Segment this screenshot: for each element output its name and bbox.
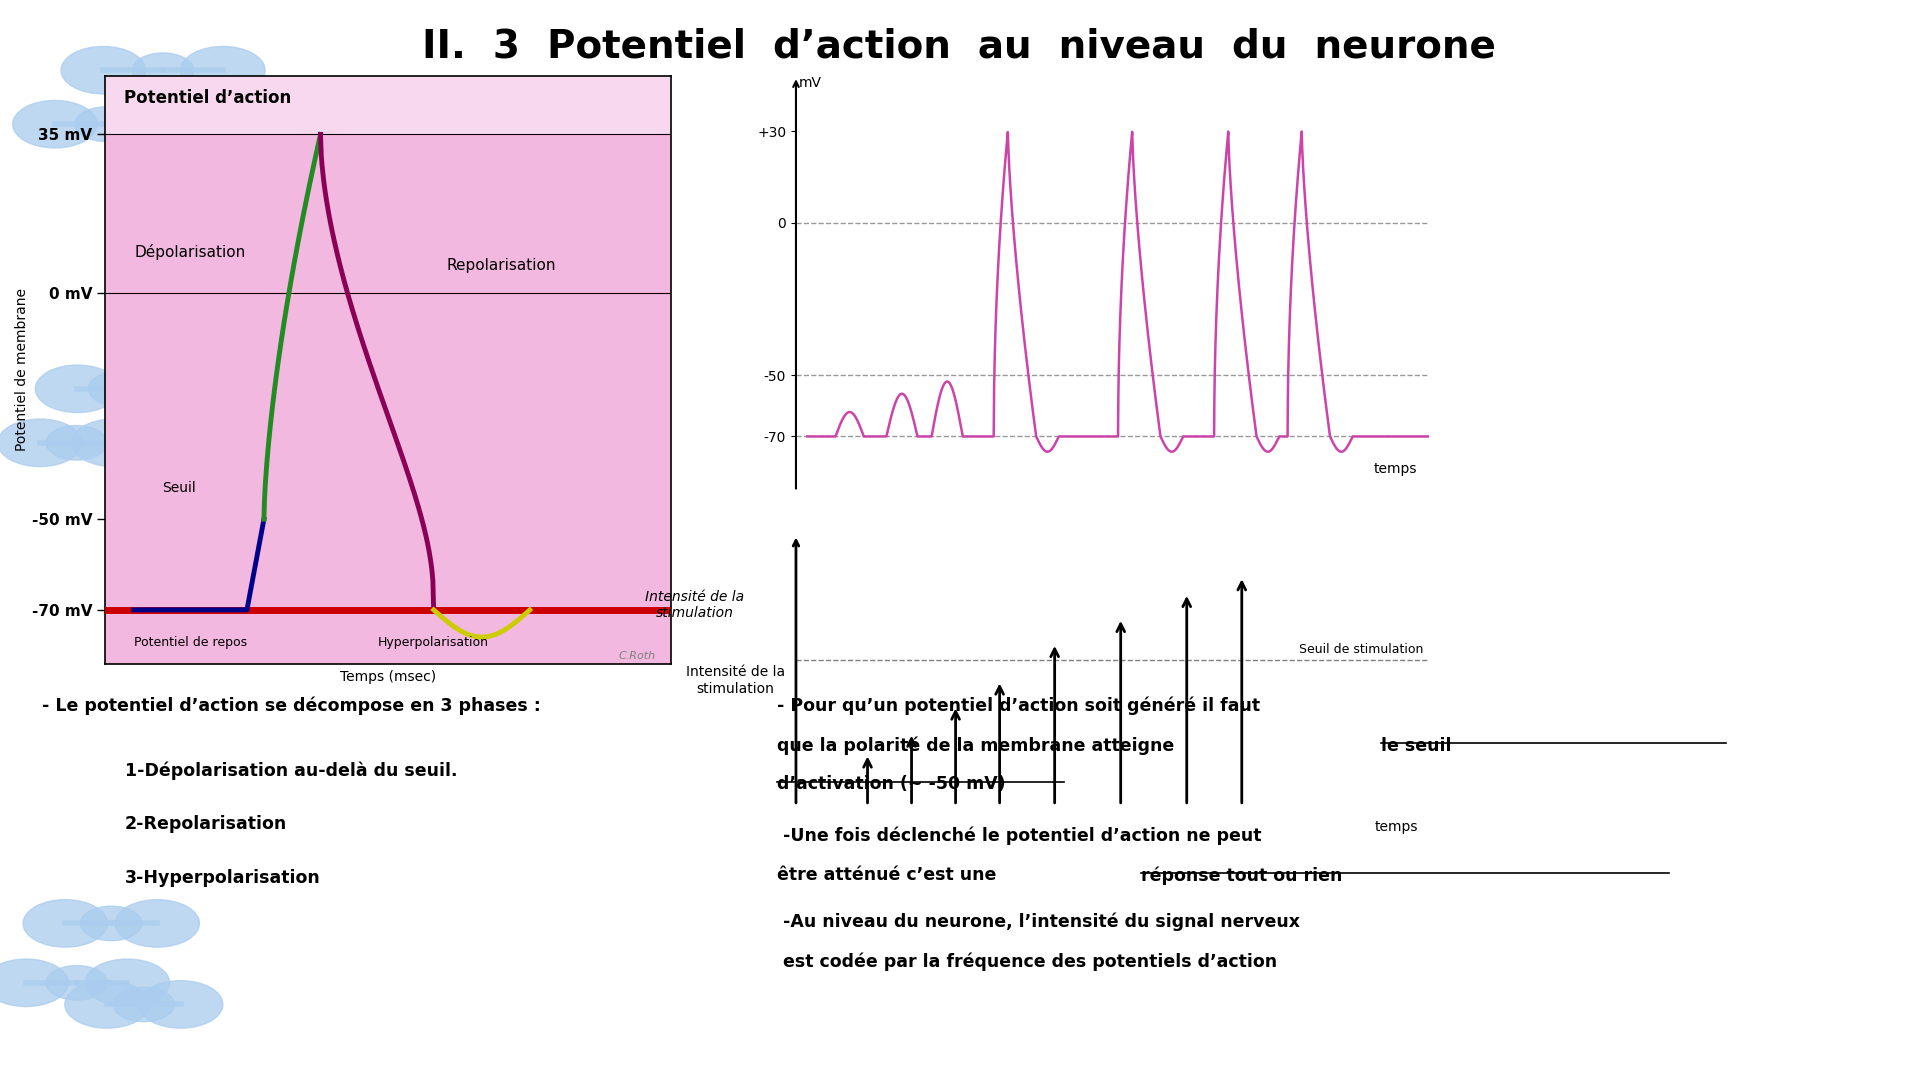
Text: Intensité de la
stimulation: Intensité de la stimulation — [644, 590, 744, 620]
X-axis label: Temps (msec): Temps (msec) — [339, 670, 437, 684]
Text: - Le potentiel d’action se décompose en 3 phases :: - Le potentiel d’action se décompose en … — [42, 697, 541, 715]
Text: Intensité de la
stimulation: Intensité de la stimulation — [687, 665, 784, 696]
Bar — [105, 76, 671, 134]
Text: est codée par la fréquence des potentiels d’action: est codée par la fréquence des potentiel… — [777, 953, 1277, 971]
Text: réponse tout ou rien: réponse tout ou rien — [1141, 866, 1348, 885]
Text: temps: temps — [1373, 462, 1417, 476]
Text: - Pour qu’un potentiel d’action soit généré il faut: - Pour qu’un potentiel d’action soit gén… — [777, 697, 1260, 715]
Text: 1-Dépolarisation au-delà du seuil.: 1-Dépolarisation au-delà du seuil. — [125, 761, 456, 780]
Text: Seuil: Seuil — [163, 482, 196, 495]
Text: Dépolarisation: Dépolarisation — [134, 244, 246, 259]
Text: -Une fois déclenché le potentiel d’action ne peut: -Une fois déclenché le potentiel d’actio… — [777, 826, 1262, 845]
Text: 2-Repolarisation: 2-Repolarisation — [125, 815, 288, 834]
Text: II.  3  Potentiel  d’action  au  niveau  du  neurone: II. 3 Potentiel d’action au niveau du ne… — [422, 27, 1496, 65]
Text: Potentiel d’action: Potentiel d’action — [123, 89, 292, 107]
Text: mV: mV — [798, 77, 821, 91]
Text: le seuil: le seuil — [1381, 737, 1452, 755]
Text: Potentiel de repos: Potentiel de repos — [134, 636, 247, 649]
Text: temps: temps — [1375, 820, 1417, 834]
Text: que la polarité de la membrane atteigne: que la polarité de la membrane atteigne — [777, 737, 1180, 755]
Text: C.Roth: C.Roth — [620, 651, 656, 661]
Text: Seuil de stimulation: Seuil de stimulation — [1298, 643, 1423, 656]
Text: 3-Hyperpolarisation: 3-Hyperpolarisation — [125, 869, 320, 888]
Text: d’activation (~ -50 mV): d’activation (~ -50 mV) — [777, 775, 1005, 794]
Text: Repolarisation: Repolarisation — [447, 258, 556, 273]
Text: Hyperpolarisation: Hyperpolarisation — [378, 636, 489, 649]
Y-axis label: Potentiel de membrane: Potentiel de membrane — [15, 288, 29, 451]
Text: -Au niveau du neurone, l’intensité du signal nerveux: -Au niveau du neurone, l’intensité du si… — [777, 913, 1300, 931]
Text: être atténué c’est une: être atténué c’est une — [777, 866, 1003, 885]
